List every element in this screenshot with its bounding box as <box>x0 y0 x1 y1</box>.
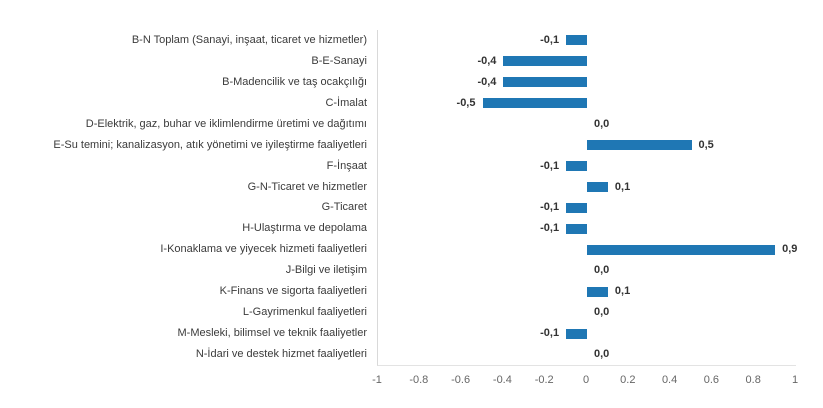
value-label: -0,1 <box>540 222 560 235</box>
category-label: B-N Toplam (Sanayi, inşaat, ticaret ve h… <box>131 33 367 46</box>
category-label: J-Bilgi ve iletişim <box>285 264 367 277</box>
bar[interactable] <box>482 98 587 109</box>
category-labels: B-N Toplam (Sanayi, inşaat, ticaret ve h… <box>0 30 372 365</box>
value-label: -0,1 <box>540 33 560 46</box>
category-label: G-N-Ticaret ve hizmetler <box>247 180 367 193</box>
x-axis: -1 -0.8 -0.6 -0.4 -0.2 0 0.2 0.4 0.6 0.8 1 <box>372 372 798 388</box>
bar[interactable] <box>566 35 587 46</box>
category-label: K-Finans ve sigorta faaliyetleri <box>219 285 367 298</box>
category-label: F-İnşaat <box>326 159 367 172</box>
x-tick-label: -0.8 <box>409 374 429 386</box>
value-label: -0,1 <box>540 327 560 340</box>
category-label: E-Su temini; kanalizasyon, atık yönetimi… <box>53 138 367 151</box>
bar[interactable] <box>566 161 587 172</box>
value-label: 0,1 <box>614 285 631 298</box>
bar[interactable] <box>587 182 608 193</box>
value-label: -0,1 <box>540 201 560 214</box>
bar[interactable] <box>587 244 776 255</box>
category-label: I-Konaklama ve yiyecek hizmeti faaliyetl… <box>160 243 367 256</box>
x-tick-label: -1 <box>372 374 382 386</box>
category-label: L-Gayrimenkul faaliyetleri <box>242 306 367 319</box>
bar[interactable] <box>566 202 587 213</box>
value-label: 0,0 <box>594 348 610 361</box>
bar[interactable] <box>587 140 692 151</box>
category-label: G-Ticaret <box>321 201 367 214</box>
x-tick-label: 0 <box>582 374 590 386</box>
x-tick-label: 0.2 <box>620 374 636 386</box>
x-tick-label: -0.6 <box>451 374 471 386</box>
bar[interactable] <box>566 328 587 339</box>
value-label: 0,1 <box>614 180 631 193</box>
value-label: 0,0 <box>594 117 610 130</box>
category-label: B-E-Sanayi <box>311 54 367 67</box>
bar[interactable] <box>566 223 587 234</box>
category-label: D-Elektrik, gaz, buhar ve iklimlendirme … <box>85 117 367 130</box>
category-label: H-Ulaştırma ve depolama <box>242 222 367 235</box>
x-tick-label: 0.4 <box>661 374 678 386</box>
x-tick-label: 0.6 <box>703 374 720 386</box>
value-label: 0,9 <box>782 243 798 256</box>
category-label: C-İmalat <box>325 96 367 109</box>
x-tick-label: -0.4 <box>492 374 512 386</box>
value-label: -0,4 <box>477 75 497 88</box>
x-tick-label: -0.2 <box>534 374 554 386</box>
category-label: M-Mesleki, bilimsel ve teknik faaliyetle… <box>177 327 368 340</box>
value-label: -0,1 <box>540 159 560 172</box>
bar[interactable] <box>503 77 587 88</box>
category-label: B-Madencilik ve taş ocakçılığı <box>222 75 367 88</box>
value-label: 0,5 <box>698 138 714 151</box>
plot-area: -0,1 -0,4 -0,4 -0,5 0,0 0,5 -0,1 0,1 -0,1 -0,1 0,9… <box>377 30 798 366</box>
value-label: -0,5 <box>456 96 476 109</box>
bar[interactable] <box>503 56 587 67</box>
category-label: N-İdari ve destek hizmet faaliyetleri <box>195 348 367 361</box>
bar[interactable] <box>587 286 608 297</box>
value-label: 0,0 <box>594 264 610 277</box>
x-tick-label: 0.8 <box>745 374 761 386</box>
x-tick-label: 1 <box>791 374 799 386</box>
value-label: -0,4 <box>477 54 497 67</box>
value-label: 0,0 <box>594 306 610 319</box>
